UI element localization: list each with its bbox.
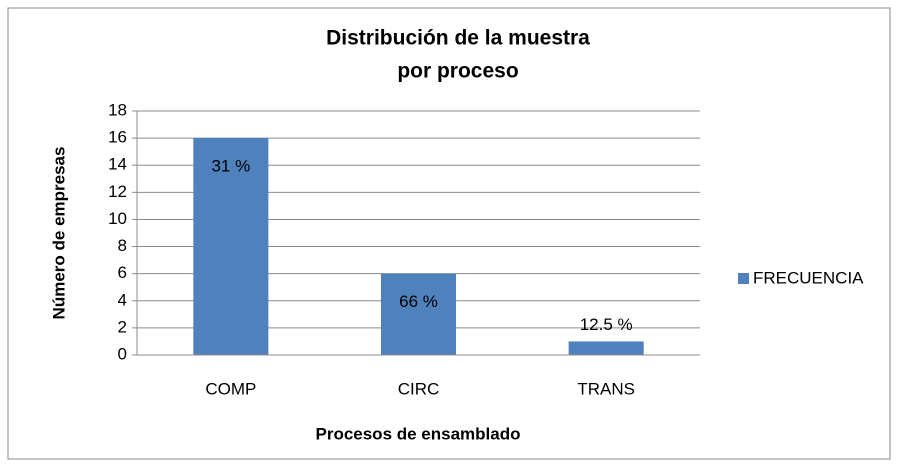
y-tick-label: 8 bbox=[118, 236, 127, 255]
chart-border bbox=[7, 7, 891, 460]
y-tick-label: 2 bbox=[118, 317, 127, 336]
x-tick-label: CIRC bbox=[398, 379, 440, 398]
bar bbox=[380, 273, 457, 355]
y-tick-label: 18 bbox=[108, 100, 127, 119]
y-tick-label: 16 bbox=[108, 128, 127, 147]
y-tick-label: 14 bbox=[108, 155, 127, 174]
bar bbox=[568, 341, 644, 355]
x-axis-title: Procesos de ensamblado bbox=[315, 424, 520, 443]
y-tick-label: 6 bbox=[118, 263, 127, 282]
chart-title: por proceso bbox=[397, 60, 518, 83]
x-tick-label: COMP bbox=[205, 379, 256, 398]
bar bbox=[193, 138, 269, 355]
chart-title: Distribución de la muestra bbox=[326, 27, 590, 50]
y-axis-title: Número de empresas bbox=[49, 147, 68, 320]
annotation: 31 % bbox=[211, 157, 250, 176]
legend-swatch bbox=[738, 273, 749, 284]
y-tick-label: 10 bbox=[108, 209, 127, 228]
legend-label: FRECUENCIA bbox=[753, 268, 864, 287]
y-tick-label: 4 bbox=[118, 290, 127, 309]
y-tick-label: 0 bbox=[118, 344, 127, 363]
x-tick-label: TRANS bbox=[577, 379, 635, 398]
annotation: 12.5 % bbox=[580, 315, 633, 334]
annotation: 66 % bbox=[399, 292, 438, 311]
y-tick-label: 12 bbox=[108, 182, 127, 201]
